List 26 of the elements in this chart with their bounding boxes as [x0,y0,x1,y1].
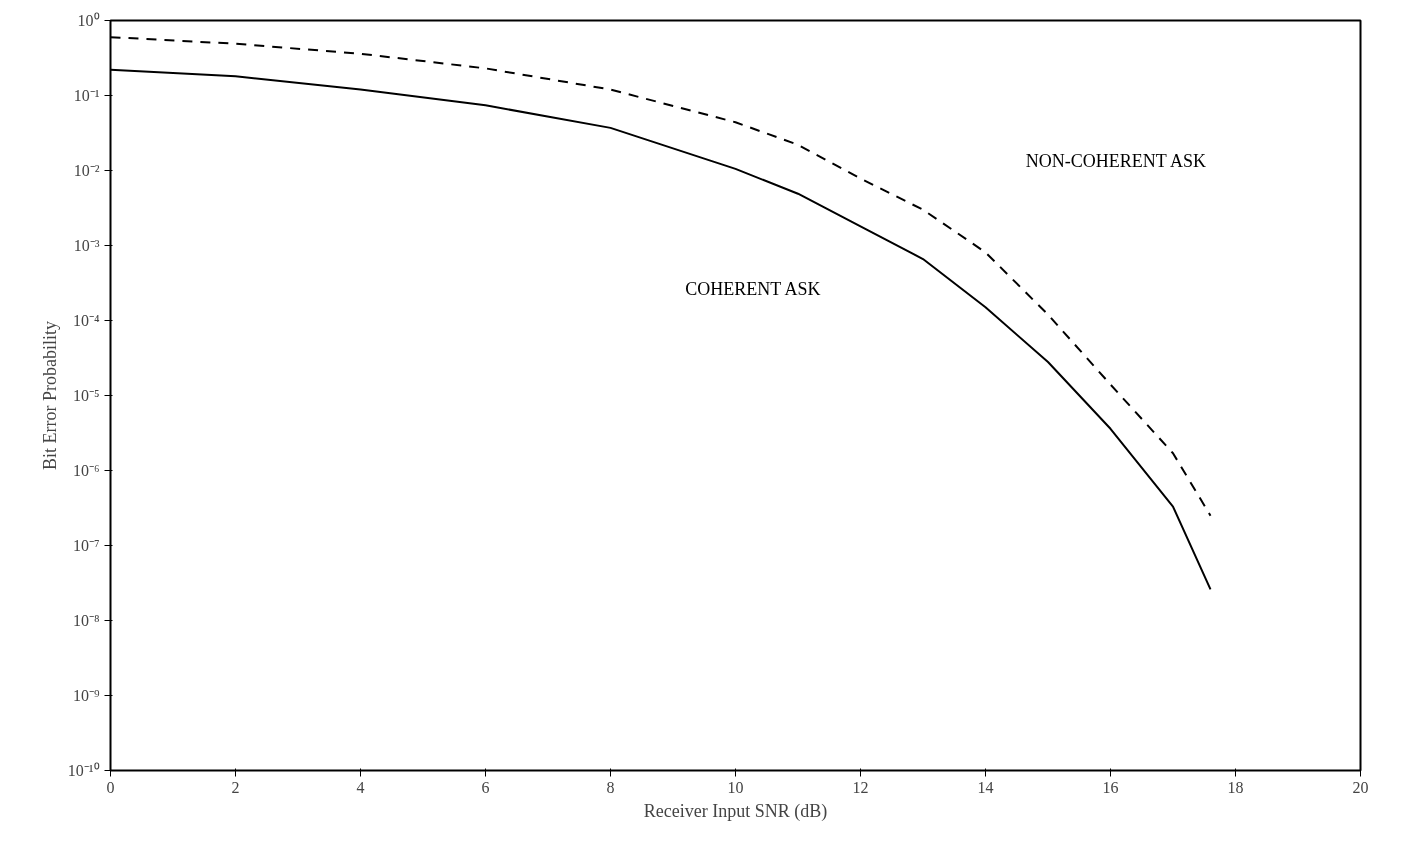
annotation: NON-COHERENT ASK [1025,150,1206,171]
y-tick-label: 10⁻⁶ [72,462,100,479]
x-tick-label: 4 [356,778,365,796]
y-tick-label: 10⁻³ [73,237,100,254]
x-tick-label: 18 [1227,778,1244,796]
y-tick-label: 10⁻⁴ [72,312,100,329]
y-tick-label: 10⁻⁵ [72,387,100,404]
y-tick-label: 10⁰ [77,12,100,29]
x-tick-label: 14 [977,778,994,796]
x-tick-label: 8 [606,778,615,796]
x-tick-label: 0 [106,778,115,796]
x-tick-label: 2 [231,778,240,796]
y-tick-label: 10⁻⁷ [72,537,100,554]
x-tick-label: 16 [1102,778,1119,796]
x-axis-title: Receiver Input SNR (dB) [643,800,828,822]
y-tick-label: 10⁻¹⁰ [67,762,100,779]
y-axis-title: Bit Error Probability [39,321,60,470]
y-tick-label: 10⁻⁹ [72,687,100,704]
y-tick-label: 10⁻¹ [73,87,100,104]
annotation: COHERENT ASK [685,278,821,299]
x-tick-label: 10 [727,778,744,796]
y-tick-label: 10⁻² [73,162,100,179]
x-tick-label: 6 [481,778,490,796]
y-tick-label: 10⁻⁸ [72,612,100,629]
x-tick-label: 20 [1352,778,1369,796]
x-tick-label: 12 [852,778,869,796]
